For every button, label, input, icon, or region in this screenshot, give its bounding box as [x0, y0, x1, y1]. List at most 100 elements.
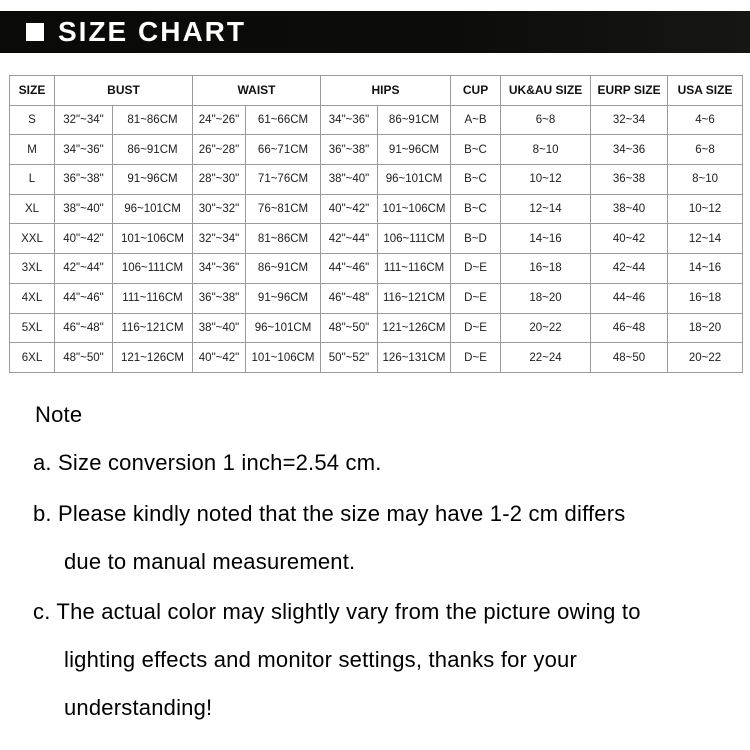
cell-uk-au: 16~18 [500, 253, 592, 284]
col-header-cup: CUP [450, 75, 502, 106]
col-header-bust: BUST [53, 75, 194, 106]
cell-waist-in: 34"~36" [192, 253, 247, 284]
cell-size: L [9, 164, 55, 195]
cell-waist-cm: 81~86CM [245, 223, 322, 255]
table-row: 4XL 44"~46" 111~116CM 36"~38" 91~96CM 46"~48"… [9, 282, 744, 314]
table-header-row: SIZE BUST WAIST HIPS CUP UK&AU SIZE EURP… [9, 75, 744, 106]
cell-cup: D~E [450, 282, 502, 314]
cell-uk-au: 8~10 [500, 134, 592, 166]
cell-eurp: 46~48 [590, 312, 669, 344]
cell-uk-au: 14~16 [500, 223, 592, 255]
note-line-c2: lighting effects and monitor settings, t… [64, 647, 577, 672]
cell-waist-in: 26"~28" [192, 134, 247, 166]
table-row: 5XL 46"~48" 116~121CM 38"~40" 96~101CM 48"~50… [9, 312, 744, 344]
cell-hips-in: 36"~38" [320, 134, 379, 166]
cell-hips-in: 50"~52" [320, 342, 379, 373]
cell-hips-cm: 126~131CM [377, 342, 452, 373]
cell-cup: B~C [450, 164, 502, 195]
cell-usa: 20~22 [667, 342, 744, 373]
title-bar: SIZE CHART [0, 11, 750, 53]
cell-hips-in: 46"~48" [320, 282, 379, 314]
cell-cup: B~D [450, 223, 502, 255]
cell-bust-in: 46"~48" [54, 312, 113, 344]
square-bullet-icon [26, 23, 44, 41]
cell-size: S [9, 104, 55, 136]
cell-bust-in: 32"~34" [54, 104, 113, 136]
cell-waist-cm: 96~101CM [245, 312, 322, 344]
cell-size: XL [9, 193, 55, 225]
cell-usa: 6~8 [667, 134, 744, 166]
cell-eurp: 48~50 [590, 342, 669, 373]
col-header-size: SIZE [9, 75, 55, 106]
cell-usa: 8~10 [667, 164, 744, 195]
cell-usa: 16~18 [667, 282, 744, 314]
cell-waist-cm: 91~96CM [245, 282, 322, 314]
page-title: SIZE CHART [58, 16, 246, 47]
cell-usa: 14~16 [667, 253, 744, 284]
table-row: XXL 40"~42" 101~106CM 32"~34" 81~86CM 42"~44"… [9, 223, 744, 255]
cell-waist-cm: 61~66CM [245, 104, 322, 136]
note-line-c3: understanding! [64, 695, 213, 720]
note-line-a: a. Size conversion 1 inch=2.54 cm. [33, 450, 382, 475]
cell-waist-cm: 71~76CM [245, 164, 322, 195]
cell-hips-cm: 121~126CM [377, 312, 452, 344]
cell-hips-cm: 111~116CM [377, 253, 452, 284]
cell-waist-in: 36"~38" [192, 282, 247, 314]
cell-hips-cm: 91~96CM [377, 134, 452, 166]
cell-cup: D~E [450, 253, 502, 284]
cell-cup: D~E [450, 312, 502, 344]
cell-hips-in: 34"~36" [320, 104, 379, 136]
cell-size: 3XL [9, 253, 55, 284]
cell-size: XXL [9, 223, 55, 255]
cell-bust-in: 42"~44" [54, 253, 113, 284]
cell-waist-in: 30"~32" [192, 193, 247, 225]
cell-uk-au: 18~20 [500, 282, 592, 314]
cell-size: M [9, 134, 55, 166]
cell-waist-in: 40"~42" [192, 342, 247, 373]
cell-waist-cm: 66~71CM [245, 134, 322, 166]
cell-uk-au: 20~22 [500, 312, 592, 344]
cell-usa: 18~20 [667, 312, 744, 344]
cell-cup: B~C [450, 134, 502, 166]
cell-bust-in: 38"~40" [54, 193, 113, 225]
cell-waist-cm: 86~91CM [245, 253, 322, 284]
cell-hips-cm: 106~111CM [377, 223, 452, 255]
cell-hips-in: 42"~44" [320, 223, 379, 255]
cell-bust-in: 48"~50" [54, 342, 113, 373]
note-line-b1: b. Please kindly noted that the size may… [33, 501, 626, 526]
cell-eurp: 34~36 [590, 134, 669, 166]
col-header-eurp-size: EURP SIZE [590, 75, 669, 106]
col-header-hips: HIPS [320, 75, 452, 106]
cell-cup: D~E [450, 342, 502, 373]
cell-bust-in: 44"~46" [54, 282, 113, 314]
table-row: 6XL 48"~50" 121~126CM 40"~42" 101~106CM 50"~5… [9, 342, 744, 373]
cell-hips-in: 44"~46" [320, 253, 379, 284]
cell-hips-cm: 101~106CM [377, 193, 452, 225]
cell-waist-in: 28"~30" [192, 164, 247, 195]
cell-eurp: 42~44 [590, 253, 669, 284]
table-row: 3XL 42"~44" 106~111CM 34"~36" 86~91CM 44"~46"… [9, 253, 744, 284]
cell-bust-in: 36"~38" [54, 164, 113, 195]
cell-size: 4XL [9, 282, 55, 314]
table-row: M 34"~36" 86~91CM 26"~28" 66~71CM 36"~38" 91~9… [9, 134, 744, 166]
cell-bust-cm: 96~101CM [111, 193, 194, 225]
cell-eurp: 36~38 [590, 164, 669, 195]
cell-bust-cm: 86~91CM [111, 134, 194, 166]
cell-eurp: 32~34 [590, 104, 669, 136]
table-row: S 32"~34" 81~86CM 24"~26" 61~66CM 34"~36" 86~9… [9, 104, 744, 136]
cell-uk-au: 10~12 [500, 164, 592, 195]
note-line-c1: c. The actual color may slightly vary fr… [33, 599, 641, 624]
cell-eurp: 44~46 [590, 282, 669, 314]
cell-bust-cm: 91~96CM [111, 164, 194, 195]
cell-hips-cm: 96~101CM [377, 164, 452, 195]
cell-uk-au: 12~14 [500, 193, 592, 225]
cell-waist-cm: 76~81CM [245, 193, 322, 225]
cell-usa: 10~12 [667, 193, 744, 225]
notes-title: Note [35, 402, 83, 427]
table-row: XL 38"~40" 96~101CM 30"~32" 76~81CM 40"~42" 10… [9, 193, 744, 225]
cell-bust-cm: 121~126CM [111, 342, 194, 373]
cell-waist-in: 24"~26" [192, 104, 247, 136]
cell-cup: B~C [450, 193, 502, 225]
cell-uk-au: 22~24 [500, 342, 592, 373]
